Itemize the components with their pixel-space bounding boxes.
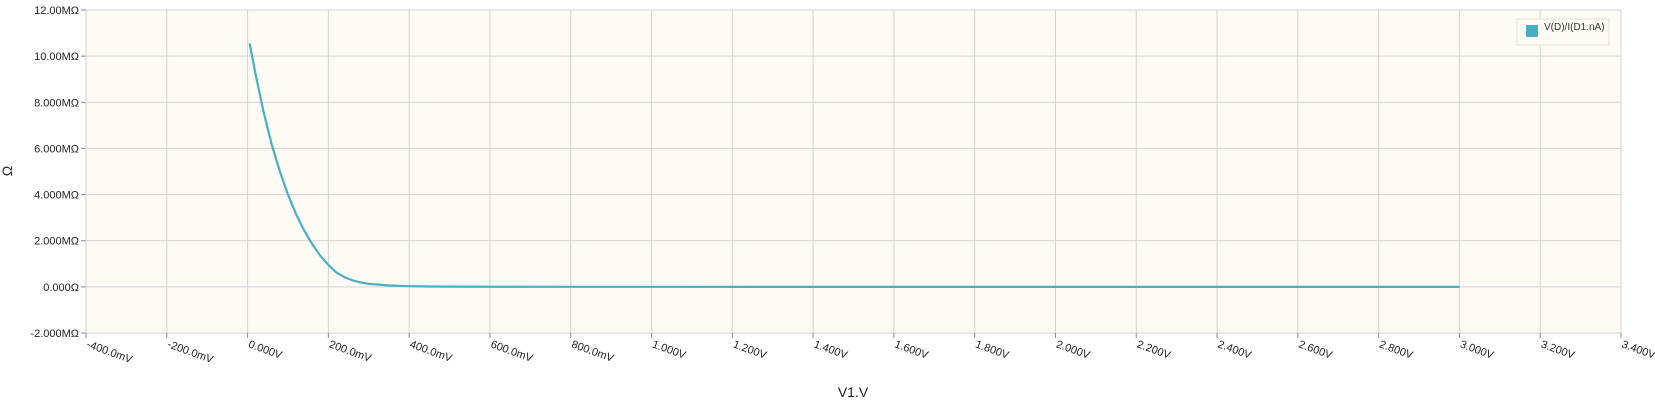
- y-tick-labels: 12.00MΩ 10.00MΩ 8.000MΩ 6.000MΩ 4.000MΩ 2.000…: [30, 5, 79, 340]
- series-layer: [248, 43, 1460, 288]
- legend: V(D)/I(D1.nA): [1516, 18, 1610, 46]
- x-tick-labels: -400.0mV -200.0mV 0.000V 200.0mV 400.0mV 600.…: [85, 339, 1655, 367]
- x-tick-label: 2.200V: [1135, 339, 1172, 362]
- x-tick-label: 200.0mV: [327, 339, 373, 366]
- x-tick-label: 800.0mV: [570, 339, 616, 366]
- x-tick-label: 1.400V: [812, 339, 849, 362]
- y-tick-label: 0.000Ω: [43, 282, 79, 294]
- x-tick-label: 400.0mV: [408, 339, 454, 366]
- x-tick-label: 2.800V: [1378, 339, 1415, 362]
- y-tick-label: 12.00MΩ: [34, 5, 79, 17]
- x-tick-label: 3.400V: [1620, 339, 1655, 362]
- x-tick-label: -400.0mV: [85, 339, 135, 367]
- x-tick-label: 1.000V: [651, 339, 688, 362]
- y-tick-label: 10.00MΩ: [34, 51, 79, 63]
- y-tick-label: 8.000MΩ: [34, 97, 79, 109]
- x-tick-label: 2.000V: [1054, 339, 1091, 362]
- series-line: [248, 43, 1460, 288]
- x-tick-label: 1.600V: [893, 339, 930, 362]
- x-tick-label: 3.200V: [1539, 339, 1576, 362]
- x-tick-label: 2.600V: [1297, 339, 1334, 362]
- x-tick-label: 1.200V: [731, 339, 768, 362]
- x-tick-label: 600.0mV: [489, 339, 535, 366]
- x-tick-label: -200.0mV: [166, 339, 216, 367]
- y-tick-label: 6.000MΩ: [34, 143, 79, 155]
- legend-swatch: [1526, 25, 1538, 37]
- y-axis-title: Ω: [0, 166, 15, 176]
- y-tick-label: -2.000MΩ: [30, 328, 79, 340]
- x-tick-label: 3.000V: [1458, 339, 1495, 362]
- y-tick-label: 2.000MΩ: [34, 236, 79, 248]
- x-tick-label: 1.800V: [974, 339, 1011, 362]
- x-tick-label: 2.400V: [1216, 339, 1253, 362]
- y-tick-label: 4.000MΩ: [34, 190, 79, 202]
- x-axis-title: V1.V: [838, 384, 869, 400]
- plot-area: [85, 9, 1622, 334]
- legend-label: V(D)/I(D1.nA): [1544, 22, 1605, 33]
- x-tick-label: 0.000V: [247, 339, 284, 362]
